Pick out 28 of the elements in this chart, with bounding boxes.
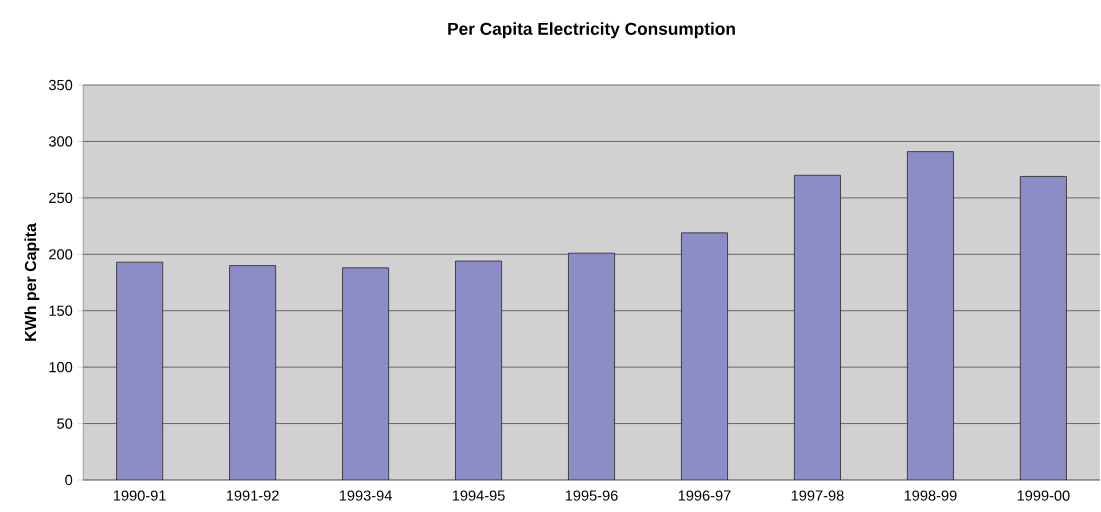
x-tick-label: 1998-99 (904, 490, 957, 501)
y-axis-title: KWh per Capita (24, 223, 40, 341)
y-tick-label: 0 (65, 474, 73, 486)
x-tick-label: 1997-98 (791, 490, 844, 501)
y-tick-label: 150 (49, 305, 73, 316)
y-tick-label: 50 (57, 418, 73, 429)
y-tick-label: 300 (48, 136, 73, 147)
x-tick-label: 1994-95 (452, 490, 505, 501)
y-tick-label: 200 (49, 249, 73, 260)
x-tick-label: 1990-91 (113, 490, 166, 501)
bar (116, 261, 164, 480)
bar (1019, 175, 1067, 480)
bar (681, 232, 728, 480)
y-tick-label: 250 (49, 192, 73, 203)
x-tick-label: 1996-97 (678, 490, 731, 501)
x-tick-label: 1995-96 (565, 490, 618, 501)
bar (455, 260, 502, 480)
x-tick-label: 1991-92 (226, 490, 279, 501)
bar (568, 252, 615, 480)
bar (229, 265, 277, 480)
bar (794, 174, 841, 480)
bar (342, 267, 390, 480)
y-tick-label: 100 (49, 361, 73, 373)
chart-title: Per Capita Electricity Consumption (448, 22, 735, 39)
x-tick-label: 1999-00 (1017, 490, 1070, 501)
bar (906, 151, 954, 480)
y-tick-label: 350 (48, 79, 73, 91)
x-tick-label: 1993-94 (339, 490, 392, 501)
